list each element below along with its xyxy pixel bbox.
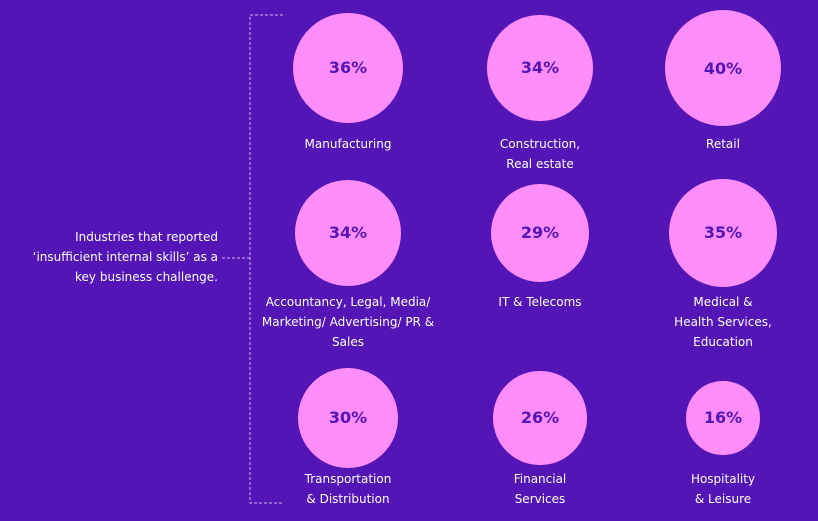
industry-label-line: Transportation — [304, 472, 392, 486]
bubble: 35% — [668, 178, 778, 288]
industry-label-line: & Leisure — [694, 492, 752, 506]
industry-label-line: Retail — [706, 137, 740, 151]
industry-label: Accountancy, Legal, Media/Marketing/ Adv… — [248, 292, 448, 352]
industry-label-line: Manufacturing — [304, 137, 392, 151]
bubble: 30% — [297, 367, 399, 469]
callout-line: Industries that reported — [75, 230, 218, 244]
bracket-line — [249, 14, 283, 504]
industry-label-line: Sales — [332, 335, 364, 349]
industry-label-line: & Distribution — [306, 492, 390, 506]
industry-label-line: Construction, — [499, 137, 581, 151]
callout-text: Industries that reported ‘insufficient i… — [18, 227, 218, 287]
bubble-value-label: 29% — [520, 223, 560, 243]
industry-label-line: Marketing/ Advertising/ PR & — [261, 315, 435, 329]
industry-label: Retail — [623, 134, 818, 154]
industry-label: Hospitality & Leisure — [623, 469, 818, 509]
bubble: 34% — [486, 14, 594, 122]
industry-label-line: Real estate — [506, 157, 574, 171]
industry-label-line: Health Services, — [674, 315, 772, 329]
industry-label: Medical & Health Services, Education — [623, 292, 818, 352]
industry-label-line: Hospitality — [690, 472, 756, 486]
bubble-value-label: 26% — [520, 408, 560, 428]
bubble: 40% — [665, 10, 781, 126]
bubble-value-label: 16% — [703, 408, 743, 428]
industry-label-line: IT & Telecoms — [498, 295, 582, 309]
bubble: 34% — [294, 179, 402, 287]
industry-label: IT & Telecoms — [440, 292, 640, 312]
bubble-value-label: 34% — [328, 223, 368, 243]
bubble-value-label: 40% — [703, 58, 743, 78]
industry-label-line: Financial — [513, 472, 567, 486]
industry-label: Construction, Real estate — [440, 134, 640, 174]
callout-line: ‘insufficient internal skills’ as a — [32, 250, 218, 264]
bubble-value-label: 34% — [520, 58, 560, 78]
bubble: 36% — [292, 12, 404, 124]
bubble: 16% — [686, 381, 760, 455]
industry-label-line: Services — [514, 492, 566, 506]
industry-label-line: Education — [693, 335, 753, 349]
callout-line: key business challenge. — [75, 270, 218, 284]
industry-label: Manufacturing — [248, 134, 448, 154]
bubble: 29% — [490, 183, 590, 283]
bubble-value-label: 35% — [703, 223, 743, 243]
bubble: 26% — [493, 371, 587, 465]
industry-label-line: Medical & — [693, 295, 753, 309]
bubble-value-label: 36% — [328, 58, 368, 78]
bubble-value-label: 30% — [328, 408, 368, 428]
industry-label-line: Accountancy, Legal, Media/ — [265, 295, 431, 309]
industry-label: Financial Services — [440, 469, 640, 509]
industry-label: Transportation & Distribution — [248, 469, 448, 509]
